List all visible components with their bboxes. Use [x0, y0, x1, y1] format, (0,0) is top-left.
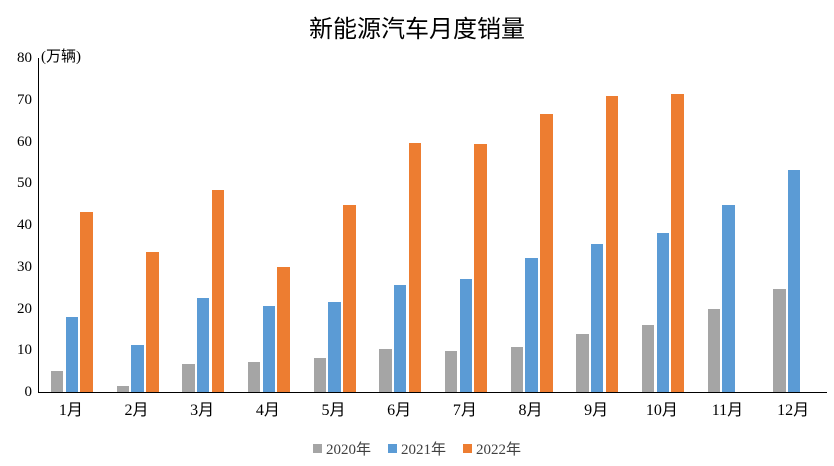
x-tick-label: 6月	[387, 402, 412, 419]
y-tick-label: 50	[17, 175, 32, 192]
x-tick-label: 11月	[711, 402, 744, 419]
x-tick-label: 5月	[321, 402, 346, 419]
legend-swatch-icon	[312, 443, 322, 453]
x-tick-label: 7月	[452, 402, 477, 419]
bar-2022年-10月	[671, 94, 684, 392]
bar-2021年-7月	[459, 278, 473, 392]
bar-2021年-1月	[65, 317, 79, 392]
bar-2020年-2月	[116, 386, 129, 392]
bar-2021年-8月	[525, 258, 538, 392]
bar-2020年-12月	[773, 288, 786, 392]
bar-2020年-1月	[50, 371, 64, 392]
bar-2020年-11月	[707, 308, 720, 392]
x-tick-label: 8月	[518, 402, 543, 419]
legend-label: 2021年	[400, 441, 446, 458]
x-tick-label: 10月	[645, 402, 678, 419]
bar-2021年-9月	[590, 243, 604, 392]
bar-2021年-5月	[328, 301, 341, 392]
bar-2022年-3月	[211, 189, 225, 392]
x-tick-label: 3月	[190, 402, 215, 419]
y-tick-label: 30	[17, 258, 32, 275]
bar-2021年-6月	[393, 284, 407, 392]
legend-item-2021年: 2021年	[387, 438, 446, 459]
bar-2020年-6月	[379, 348, 392, 392]
bar-2021年-3月	[196, 298, 210, 392]
y-tick-label: 70	[17, 91, 32, 108]
bar-2020年-5月	[313, 357, 326, 392]
bar-2022年-8月	[540, 113, 553, 392]
x-tick-label: 1月	[58, 402, 83, 419]
y-tick-label: 40	[17, 217, 32, 233]
legend-item-2020年: 2020年	[312, 438, 371, 459]
bar-2020年-10月	[641, 324, 655, 392]
y-axis-unit-label: (万辆)	[41, 49, 81, 65]
bar-2022年-4月	[277, 267, 290, 392]
bar-2022年-5月	[343, 204, 356, 392]
plot-area	[38, 58, 827, 393]
bar-2020年-9月	[576, 333, 589, 392]
x-tick-label: 4月	[255, 402, 280, 419]
bar-2020年-8月	[510, 346, 523, 392]
bar-2022年-1月	[80, 212, 93, 392]
x-tick-label: 12月	[777, 402, 810, 419]
bar-2022年-9月	[605, 96, 619, 392]
bar-2021年-10月	[656, 232, 670, 392]
bar-2020年-3月	[182, 364, 195, 392]
bar-2022年-7月	[474, 144, 487, 392]
legend-label: 2022年	[476, 441, 522, 458]
legend-swatch-icon	[463, 443, 472, 453]
y-tick-label: 80	[17, 50, 32, 66]
bar-2021年-12月	[787, 170, 801, 392]
legend-swatch-icon	[387, 443, 397, 453]
y-tick-label: 10	[17, 342, 32, 359]
legend-item-2022年: 2022年	[463, 438, 521, 459]
bar-2021年-4月	[262, 305, 276, 392]
chart-title: 新能源汽车月度销量	[309, 17, 525, 43]
y-tick-label: 60	[17, 133, 32, 150]
bar-2022年-2月	[146, 251, 159, 392]
x-tick-label: 9月	[584, 402, 609, 419]
bar-2020年-7月	[444, 351, 458, 392]
legend-label: 2020年	[325, 441, 371, 458]
bar-2021年-11月	[722, 204, 735, 392]
y-tick-label: 0	[24, 384, 33, 400]
bar-2020年-4月	[247, 361, 261, 392]
bar-2021年-2月	[131, 344, 144, 392]
x-tick-label: 2月	[124, 402, 149, 419]
bar-2022年-6月	[408, 143, 422, 392]
legend: 2020年 2021年 2022年	[0, 438, 834, 458]
y-tick-label: 20	[17, 300, 32, 317]
